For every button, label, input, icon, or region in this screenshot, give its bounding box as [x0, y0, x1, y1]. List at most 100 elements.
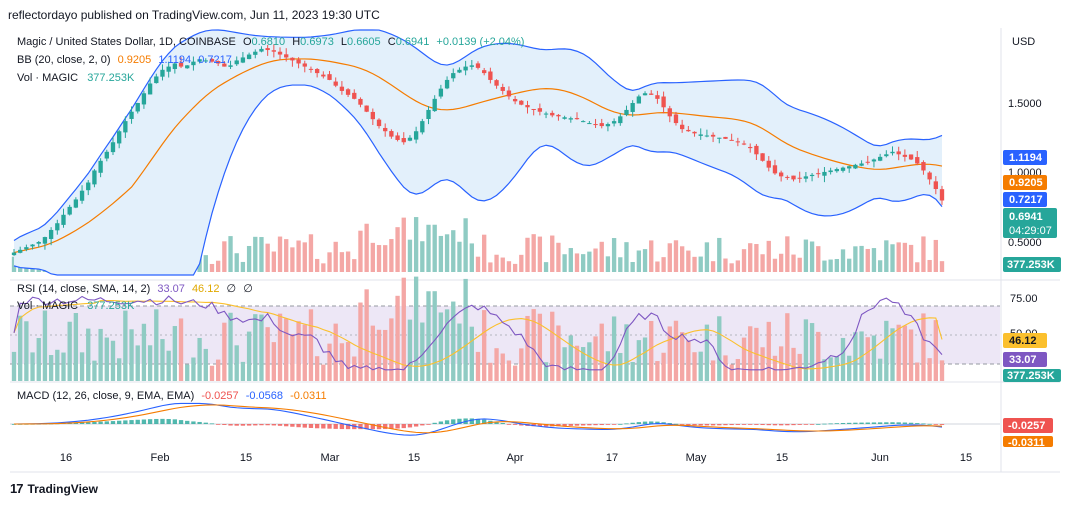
volume-bar	[766, 240, 771, 272]
rsi-pane-volume-bar	[871, 335, 877, 381]
macd-hist-bar	[667, 423, 672, 424]
candle-body	[710, 134, 716, 137]
candle-body	[222, 63, 227, 67]
volume-bar	[290, 247, 295, 272]
candle-body	[723, 136, 728, 139]
legend-rsi-label: RSI (14, close, SMA, 14, 2)	[17, 283, 150, 295]
volume-bar	[568, 248, 573, 272]
macd-hist-bar	[556, 424, 561, 427]
candle-body	[370, 111, 375, 120]
rsi-pane-volume-bar	[649, 320, 654, 381]
macd-hist-bar	[420, 424, 425, 426]
legend-rsi-value: 33.07	[157, 283, 185, 295]
macd-hist-bar	[308, 424, 314, 428]
candle-body	[698, 134, 703, 136]
macd-hist-bar	[741, 424, 747, 425]
volume-bar	[667, 243, 672, 272]
rsi-pane-volume-bar	[809, 323, 815, 381]
candle-body	[686, 129, 691, 132]
badge-last-price: 0.6941 04:29:07	[1003, 208, 1057, 238]
candle-body	[364, 105, 369, 112]
candle-body	[754, 145, 759, 155]
legend-bb-upper: 1.1194	[158, 54, 191, 66]
rsi-pane-volume-bar	[290, 334, 295, 381]
candle-body	[512, 98, 518, 102]
rsi-pane-volume-bar	[698, 351, 703, 381]
macd-hist-bar	[234, 424, 239, 426]
candle-body	[92, 170, 97, 185]
volume-bar	[853, 246, 858, 272]
macd-hist-bar	[673, 423, 679, 425]
volume-bar	[253, 236, 258, 272]
macd-hist-bar	[512, 424, 518, 425]
price-tick-3: 0.5000	[1008, 237, 1042, 249]
rsi-pane-volume-bar	[741, 337, 747, 381]
volume-bar	[828, 259, 833, 272]
time-axis-label: 15	[960, 452, 972, 464]
rsi-pane-volume-bar	[98, 328, 103, 381]
macd-hist-bar	[593, 424, 598, 426]
candle-body	[556, 114, 561, 117]
volume-bar	[630, 261, 635, 272]
macd-hist-bar	[197, 421, 202, 424]
candle-body	[834, 169, 839, 172]
candle-body	[562, 117, 567, 119]
macd-hist-bar	[253, 424, 258, 426]
rsi-pane-volume-bar	[11, 351, 17, 381]
rsi-pane-volume-bar	[172, 326, 178, 381]
badge-volume: 377.253K	[1003, 257, 1061, 272]
rsi-pane-volume-bar	[840, 337, 846, 381]
legend-macd-signal: -0.0311	[290, 390, 327, 402]
macd-hist-bar	[791, 424, 796, 426]
candle-body	[228, 65, 233, 67]
macd-hist-bar	[847, 422, 852, 424]
rsi-pane-volume-bar	[18, 315, 23, 381]
candle-body	[383, 127, 388, 132]
volume-bar	[413, 217, 419, 272]
rsi-pane-volume-bar	[333, 323, 338, 381]
volume-bar	[735, 260, 741, 272]
macd-hist-bar	[364, 424, 369, 430]
candle-body	[141, 93, 147, 105]
rsi-pane-volume-bar	[896, 324, 901, 381]
macd-hist-bar	[809, 424, 815, 425]
candle-body	[692, 131, 697, 134]
volume-bar	[506, 261, 512, 272]
volume-bar	[246, 245, 252, 272]
candle-body	[197, 59, 202, 62]
tradingview-logo[interactable]: 17 TradingView	[10, 481, 98, 496]
macd-hist-bar	[98, 421, 103, 424]
candle-body	[574, 118, 580, 120]
rsi-pane-volume-bar	[748, 326, 753, 381]
svg-text:0.7217: 0.7217	[1009, 194, 1043, 206]
rsi-pane-volume-bar	[908, 329, 914, 381]
rsi-pane-volume-bar	[791, 347, 796, 381]
macd-hist-bar	[92, 421, 97, 424]
candle-body	[352, 92, 357, 99]
rsi-pane-volume-bar	[667, 326, 672, 381]
publish-caption: reflectordayo published on TradingView.c…	[8, 8, 380, 22]
macd-hist-bar	[135, 419, 140, 424]
volume-bar	[358, 230, 363, 272]
macd-hist-bar	[735, 424, 741, 425]
macd-hist-bar	[902, 422, 908, 424]
legend-rsi-ma: 46.12	[192, 283, 220, 295]
volume-bar	[259, 237, 264, 272]
candle-body	[890, 151, 895, 154]
candle-body	[766, 160, 771, 168]
volume-bar	[692, 256, 697, 272]
macd-hist-bar	[655, 421, 660, 424]
rsi-pane-volume-bar	[86, 328, 91, 381]
macd-hist-bar	[321, 424, 326, 429]
candle-body	[135, 103, 140, 112]
rsi-pane-volume-bar	[234, 345, 239, 381]
rsi-pane-volume-bar	[265, 327, 270, 381]
rsi-pane-volume-bar	[488, 362, 493, 381]
candle-body	[840, 167, 846, 171]
volume-bar	[209, 263, 215, 272]
volume-bar	[401, 217, 406, 272]
macd-hist-bar	[927, 423, 932, 425]
macd-hist-bar	[630, 422, 635, 424]
candle-body	[420, 121, 425, 133]
